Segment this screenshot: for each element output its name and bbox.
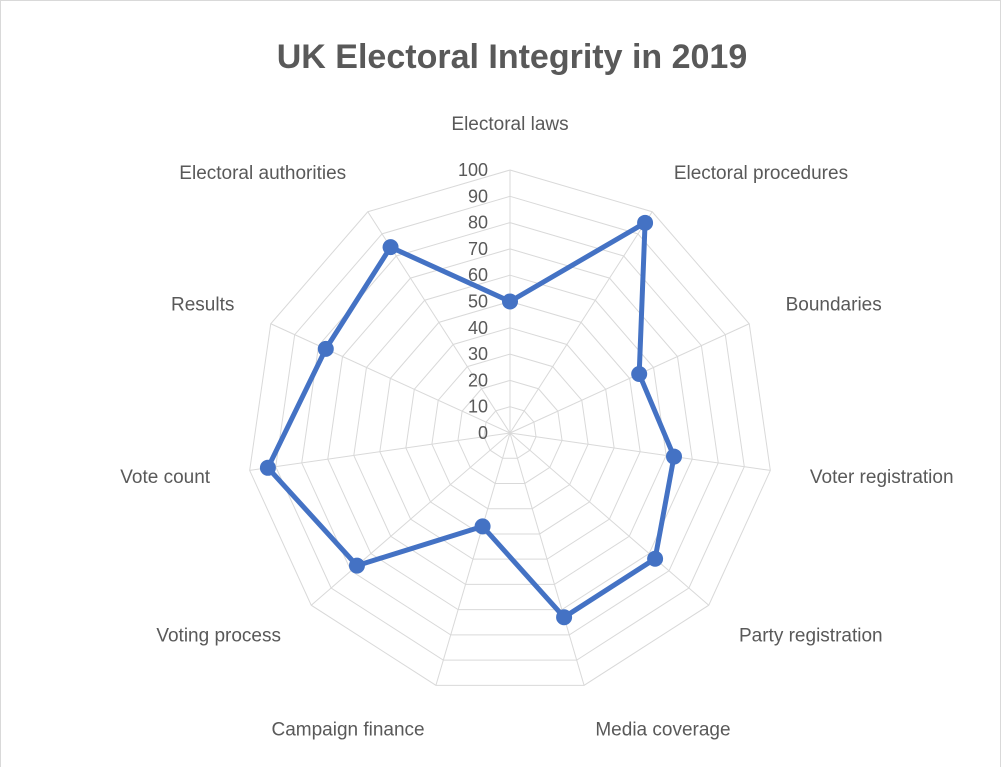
category-label: Vote count xyxy=(120,467,211,488)
data-point xyxy=(647,550,664,567)
chart-title: UK Electoral Integrity in 2019 xyxy=(276,38,748,76)
tick-label: 70 xyxy=(468,239,488,259)
tick-label: 60 xyxy=(468,265,488,285)
tick-label: 50 xyxy=(468,292,488,312)
tick-label: 100 xyxy=(458,160,488,180)
data-point xyxy=(259,459,276,476)
grid-spoke xyxy=(509,323,750,434)
tick-label: 20 xyxy=(468,370,488,390)
tick-label: 30 xyxy=(468,344,488,364)
grid-ring xyxy=(301,222,719,636)
grid-ring xyxy=(249,169,771,686)
grid-spoke xyxy=(435,432,511,686)
category-label: Voter registration xyxy=(810,467,954,488)
category-label: Boundaries xyxy=(786,295,882,316)
grid-ring xyxy=(457,379,563,484)
series-line xyxy=(265,220,677,620)
category-label: Electoral procedures xyxy=(674,163,848,184)
tick-label: 0 xyxy=(478,423,488,443)
data-point xyxy=(317,340,334,357)
grid-spoke xyxy=(509,432,585,686)
data-point xyxy=(556,609,573,626)
tick-label: 90 xyxy=(468,186,488,206)
data-point xyxy=(382,239,399,256)
data-point xyxy=(666,448,683,465)
category-label: Party registration xyxy=(739,625,883,646)
grid-ring xyxy=(353,274,667,585)
grid-ring xyxy=(327,248,693,611)
data-point xyxy=(474,518,491,535)
category-label: Media coverage xyxy=(595,719,730,740)
tick-label: 80 xyxy=(468,213,488,233)
grid-spoke xyxy=(310,432,511,606)
grid-spoke xyxy=(509,432,710,606)
tick-label: 10 xyxy=(468,397,488,417)
category-label: Electoral authorities xyxy=(179,163,346,184)
grid-ring xyxy=(483,406,537,459)
grid-ring xyxy=(431,353,589,510)
grid-spoke xyxy=(270,323,511,434)
grid-ring xyxy=(405,327,615,535)
grid-ring xyxy=(275,195,745,661)
data-point xyxy=(502,293,518,310)
category-label: Voting process xyxy=(156,625,281,646)
data-point xyxy=(631,366,648,383)
category-label: Results xyxy=(171,295,234,316)
category-label: Campaign finance xyxy=(271,719,424,740)
grid-spoke xyxy=(249,432,511,471)
tick-label: 40 xyxy=(468,318,488,338)
grid-spoke xyxy=(509,432,771,471)
data-point xyxy=(348,557,365,574)
category-label: Electoral laws xyxy=(451,114,568,135)
grid-spoke xyxy=(509,211,653,434)
data-point xyxy=(637,214,654,231)
